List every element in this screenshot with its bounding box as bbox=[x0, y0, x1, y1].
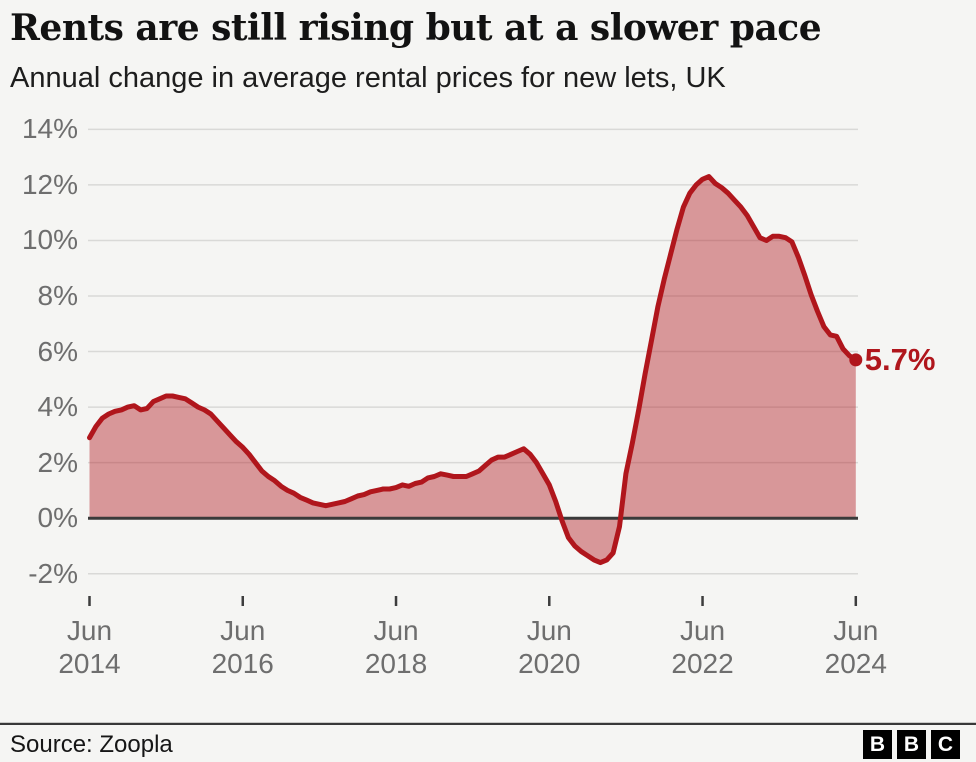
area-fill bbox=[89, 176, 856, 563]
y-axis-label: 4% bbox=[37, 391, 78, 423]
x-axis-label-month: Jun bbox=[833, 615, 879, 646]
x-axis-label-year: 2022 bbox=[671, 648, 734, 679]
x-axis-label-year: 2014 bbox=[58, 648, 121, 679]
x-axis-label: Jun 2020 bbox=[489, 614, 609, 680]
latest-point-dot bbox=[849, 353, 863, 367]
y-axis-label: 2% bbox=[37, 446, 78, 478]
x-axis-label: Jun 2018 bbox=[336, 614, 456, 680]
gridlines bbox=[88, 128, 858, 575]
y-axis-label: 10% bbox=[21, 224, 78, 256]
x-axis-label: Jun 2022 bbox=[643, 614, 763, 680]
chart-subtitle: Annual change in average rental prices f… bbox=[10, 62, 726, 94]
y-axis-label: -2% bbox=[28, 557, 78, 589]
y-axis-label: 12% bbox=[21, 168, 78, 200]
bbc-logo: B B C bbox=[863, 730, 960, 759]
x-axis-label-month: Jun bbox=[373, 615, 419, 646]
x-axis-label-month: Jun bbox=[679, 615, 726, 646]
x-axis-label-year: 2024 bbox=[824, 648, 887, 679]
x-axis-label-month: Jun bbox=[526, 615, 572, 646]
x-axis-label: Jun 2014 bbox=[30, 614, 150, 680]
y-axis-label: 6% bbox=[37, 335, 78, 367]
x-tick-marks bbox=[88, 596, 858, 606]
bbc-logo-block: C bbox=[931, 730, 960, 759]
x-axis-label-month: Jun bbox=[220, 615, 266, 646]
x-axis-label-year: 2016 bbox=[211, 648, 274, 679]
y-axis-label: 0% bbox=[37, 502, 78, 534]
footer-divider bbox=[0, 722, 976, 725]
source-credit: Source: Zoopla bbox=[10, 731, 173, 758]
page-title: Rents are still rising but at a slower p… bbox=[10, 7, 822, 49]
x-axis-label: Jun 2016 bbox=[183, 614, 303, 680]
bbc-logo-block: B bbox=[897, 730, 926, 759]
x-axis-label-year: 2018 bbox=[364, 648, 428, 679]
latest-value-label: 5.7% bbox=[864, 341, 936, 377]
x-axis-label: Jun 2024 bbox=[796, 614, 916, 680]
y-axis-label: 14% bbox=[21, 113, 78, 145]
y-axis-label: 8% bbox=[37, 280, 78, 311]
data-line bbox=[87, 174, 859, 566]
x-axis-label-month: Jun bbox=[66, 615, 113, 646]
x-axis-label-year: 2020 bbox=[518, 648, 581, 679]
bbc-logo-block: B bbox=[863, 730, 892, 759]
